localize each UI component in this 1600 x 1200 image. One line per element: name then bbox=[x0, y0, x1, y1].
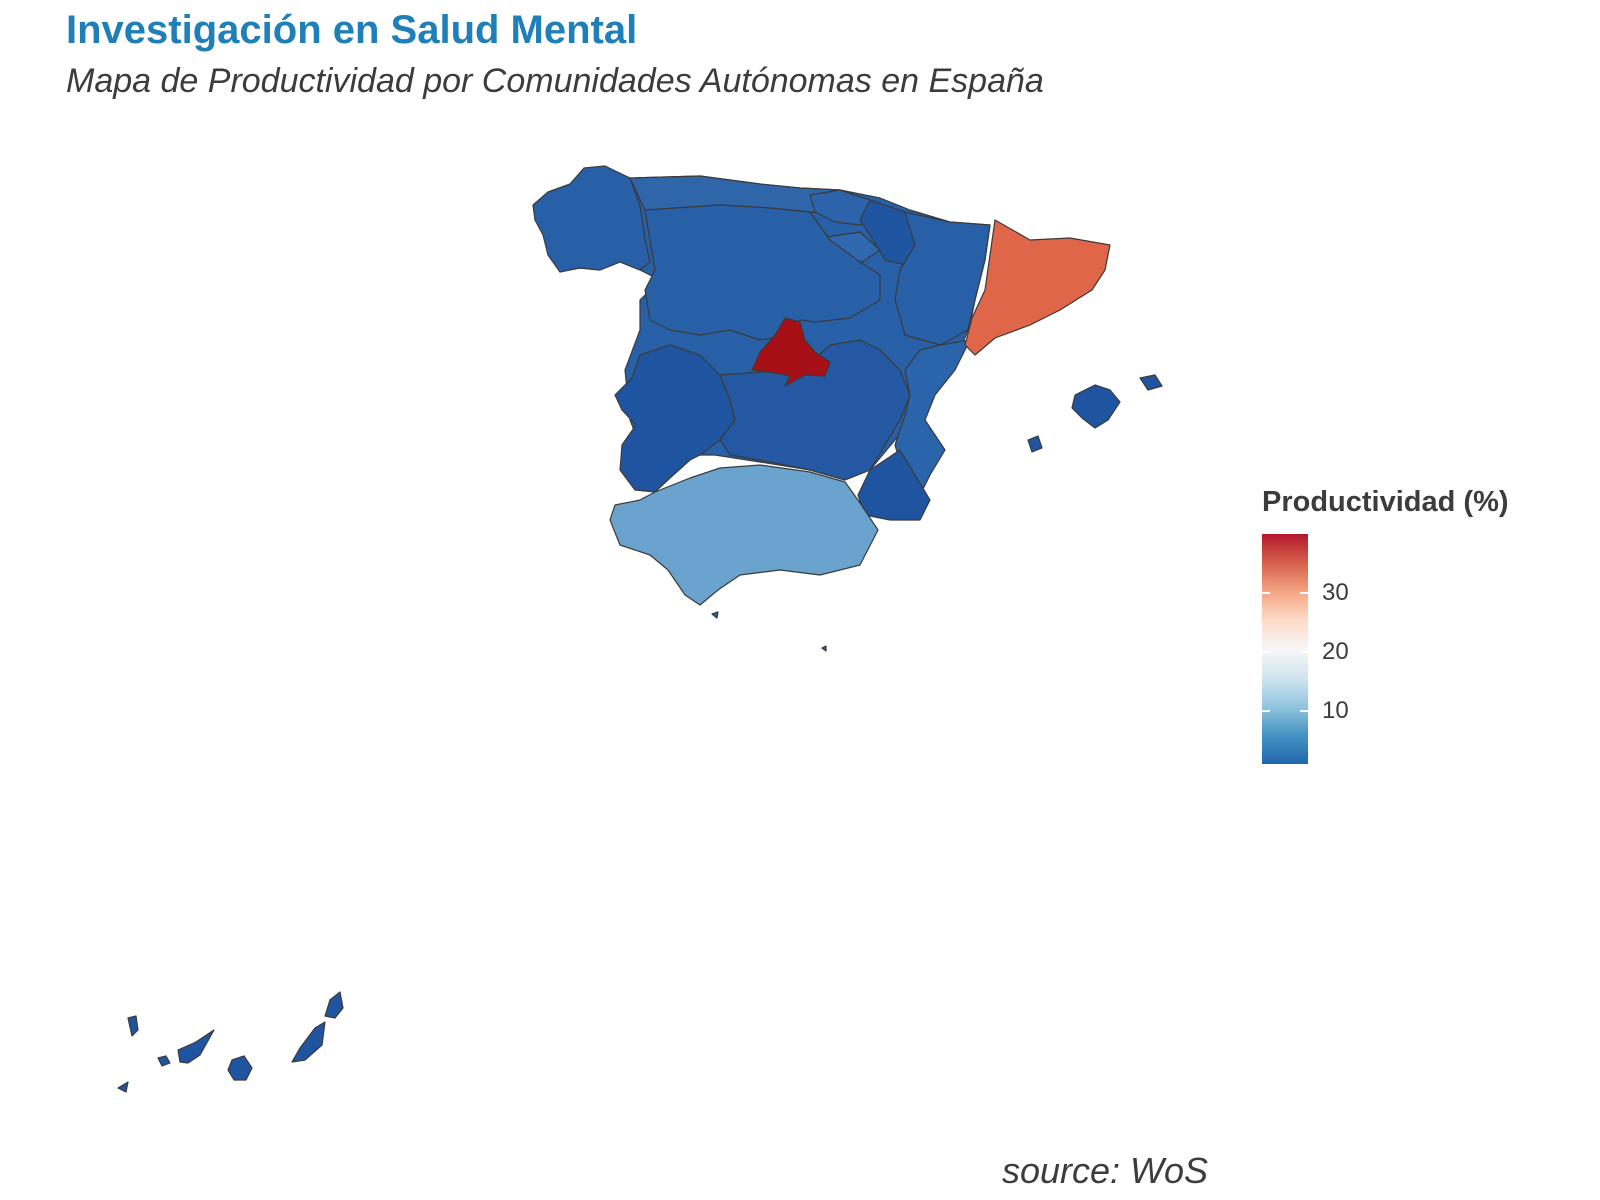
legend-tick-mark bbox=[1300, 709, 1308, 712]
region-castilla-leon bbox=[644, 204, 881, 341]
chart-title: Investigación en Salud Mental bbox=[66, 8, 638, 52]
region-canarias-tenerife bbox=[177, 1029, 215, 1064]
legend-tick-mark bbox=[1262, 650, 1270, 653]
legend-tick-mark bbox=[1300, 591, 1308, 594]
region-canarias-la-palma bbox=[127, 1015, 139, 1037]
region-madrid bbox=[751, 317, 831, 387]
region-canarias-lanzarote bbox=[324, 991, 344, 1019]
legend-colorbar bbox=[1262, 534, 1308, 764]
region-cataluna bbox=[964, 219, 1111, 356]
legend-title: Productividad (%) bbox=[1262, 486, 1509, 518]
region-aragon bbox=[894, 211, 991, 346]
legend-tick-label: 30 bbox=[1322, 578, 1349, 606]
legend-tick-mark bbox=[1262, 591, 1270, 594]
region-castilla-la-mancha bbox=[719, 339, 911, 481]
region-baleares-menorca bbox=[1139, 374, 1163, 391]
region-canarias-el-hierro bbox=[117, 1081, 129, 1093]
region-ceuta bbox=[711, 611, 719, 619]
chart-subtitle: Mapa de Productividad por Comunidades Au… bbox=[66, 62, 1044, 100]
legend-tick-label: 20 bbox=[1322, 637, 1349, 665]
legend-tick-label: 10 bbox=[1322, 696, 1349, 724]
region-baleares-ibiza bbox=[1027, 435, 1043, 453]
region-canarias-fuerteventura bbox=[291, 1021, 326, 1063]
legend-tick-mark bbox=[1262, 709, 1270, 712]
region-galicia bbox=[532, 165, 651, 273]
region-baleares-mallorca bbox=[1071, 384, 1121, 429]
region-canarias-la-gomera bbox=[157, 1055, 171, 1067]
chart-caption: source: WoS bbox=[1002, 1150, 1209, 1191]
legend-tick-mark bbox=[1300, 650, 1308, 653]
region-murcia bbox=[857, 449, 931, 521]
region-canarias-gran-canaria bbox=[227, 1055, 253, 1081]
region-andalucia bbox=[609, 464, 879, 606]
region-melilla bbox=[821, 645, 827, 652]
